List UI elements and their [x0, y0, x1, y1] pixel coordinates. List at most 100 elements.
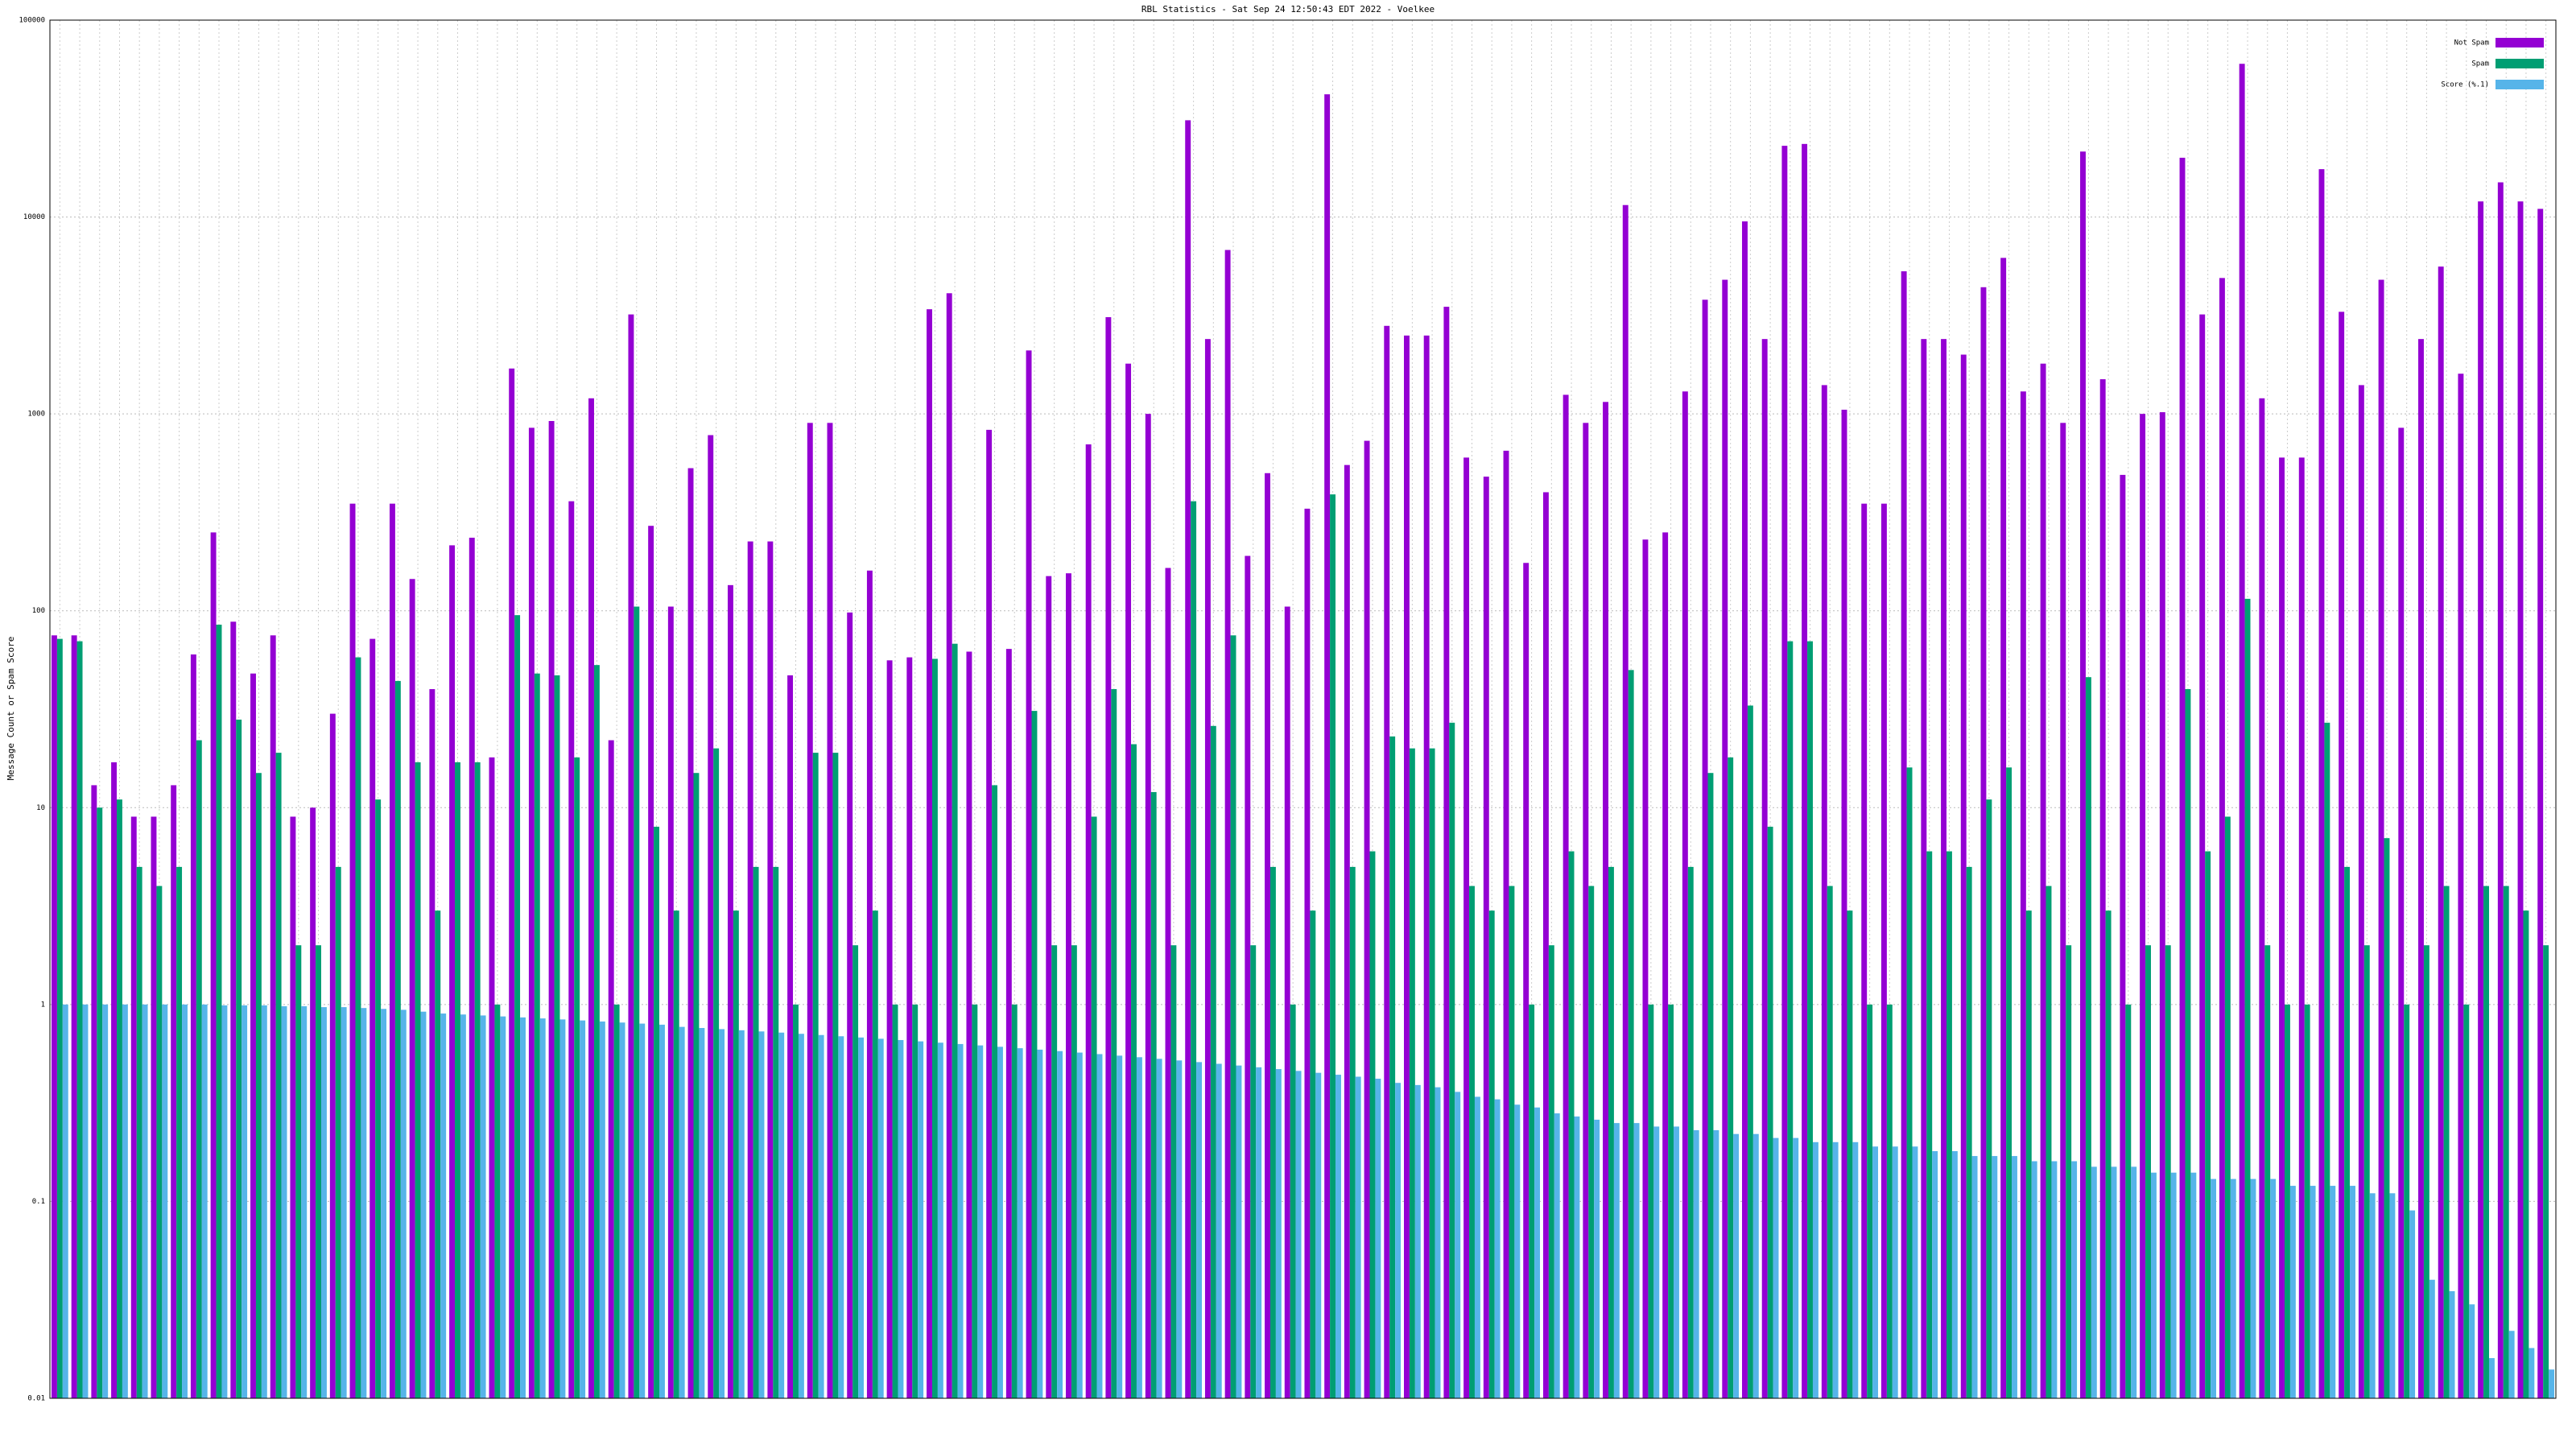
bar — [807, 423, 813, 1398]
bar — [1951, 1150, 1958, 1398]
bar — [787, 675, 794, 1398]
y-tick-label: 100 — [32, 607, 45, 615]
bar — [1256, 1067, 1262, 1398]
bar — [1992, 1156, 1998, 1398]
bar — [2339, 312, 2345, 1399]
bar — [1150, 791, 1157, 1398]
bar — [76, 641, 83, 1398]
bar — [838, 1036, 844, 1398]
bar — [1960, 354, 1967, 1398]
bar — [937, 1042, 943, 1398]
bar — [2145, 945, 2151, 1398]
bar — [2080, 151, 2086, 1398]
legend-swatch — [2496, 38, 2544, 47]
bar — [2423, 945, 2429, 1398]
bar — [281, 1006, 287, 1398]
bar — [966, 651, 972, 1398]
bar — [2046, 886, 2052, 1398]
bar — [1435, 1087, 1441, 1398]
bar — [2330, 1186, 2336, 1398]
bar — [1290, 1004, 1296, 1398]
bar — [1304, 508, 1311, 1398]
bar — [1633, 1123, 1640, 1398]
bar — [1210, 725, 1216, 1398]
bar — [1449, 722, 1455, 1398]
bar — [2224, 816, 2231, 1398]
bar — [1503, 450, 1509, 1398]
bar — [898, 1039, 904, 1398]
bar — [2324, 722, 2330, 1398]
legend-label: Score (%.1) — [2441, 81, 2489, 89]
legend-swatch — [2496, 80, 2544, 89]
bar — [429, 689, 436, 1398]
bar — [1176, 1060, 1183, 1398]
bar — [1702, 299, 1708, 1398]
bar — [210, 532, 217, 1398]
bar — [1588, 886, 1595, 1398]
bar — [1224, 250, 1231, 1399]
legend-swatch — [2496, 59, 2544, 68]
y-tick-label: 0.1 — [32, 1198, 45, 1206]
bar — [2125, 1004, 2132, 1398]
bar — [2418, 339, 2424, 1398]
bar — [1568, 851, 1575, 1398]
bar — [1926, 851, 1933, 1398]
bar — [1514, 1104, 1521, 1398]
bar — [568, 501, 575, 1398]
bar — [1793, 1137, 1799, 1398]
bar — [1455, 1092, 1461, 1398]
bar — [156, 886, 163, 1398]
bar — [2205, 851, 2211, 1398]
bar — [753, 866, 759, 1398]
bar — [1404, 335, 1410, 1398]
bar — [1642, 539, 1649, 1398]
bar — [2000, 258, 2007, 1399]
bar — [1892, 1146, 1898, 1398]
bar — [1832, 1141, 1839, 1398]
bar — [2289, 1186, 2296, 1398]
bar — [1542, 492, 1549, 1399]
bar — [2264, 945, 2271, 1398]
bar — [2185, 689, 2191, 1398]
bar — [580, 1020, 586, 1398]
bar — [1509, 886, 1515, 1398]
bar — [886, 660, 893, 1398]
bar — [1841, 409, 1847, 1398]
y-tick-label: 10 — [36, 804, 45, 812]
bar — [852, 945, 859, 1398]
y-tick-label: 0.01 — [27, 1395, 45, 1403]
bar — [301, 1006, 308, 1398]
bar — [1051, 945, 1058, 1398]
bar — [1867, 1004, 1873, 1398]
bar — [2051, 1161, 2058, 1398]
bar — [316, 945, 321, 1398]
bar — [812, 753, 819, 1398]
bar — [858, 1037, 864, 1398]
bar — [2244, 598, 2251, 1398]
bar — [1031, 711, 1038, 1398]
bar — [2363, 945, 2370, 1398]
bar — [494, 1004, 501, 1398]
bar — [1668, 1004, 1674, 1398]
bar — [102, 1004, 109, 1398]
bar — [117, 799, 122, 1398]
bar — [2120, 474, 2126, 1398]
bar — [236, 719, 242, 1398]
bar — [71, 635, 77, 1398]
bar — [1687, 866, 1694, 1398]
bar — [708, 435, 714, 1398]
bar — [1330, 494, 1336, 1399]
bar — [2463, 1004, 2470, 1398]
bar — [1117, 1055, 1123, 1398]
bar — [634, 606, 640, 1398]
bar — [818, 1034, 824, 1398]
bar — [2230, 1179, 2236, 1398]
bar — [2091, 1166, 2097, 1398]
bar — [2508, 1331, 2515, 1398]
bar — [349, 503, 356, 1398]
bar — [2497, 182, 2504, 1399]
bar — [1827, 886, 1833, 1398]
bar — [972, 1004, 978, 1398]
bar — [1682, 391, 1688, 1398]
bar — [2040, 363, 2046, 1399]
